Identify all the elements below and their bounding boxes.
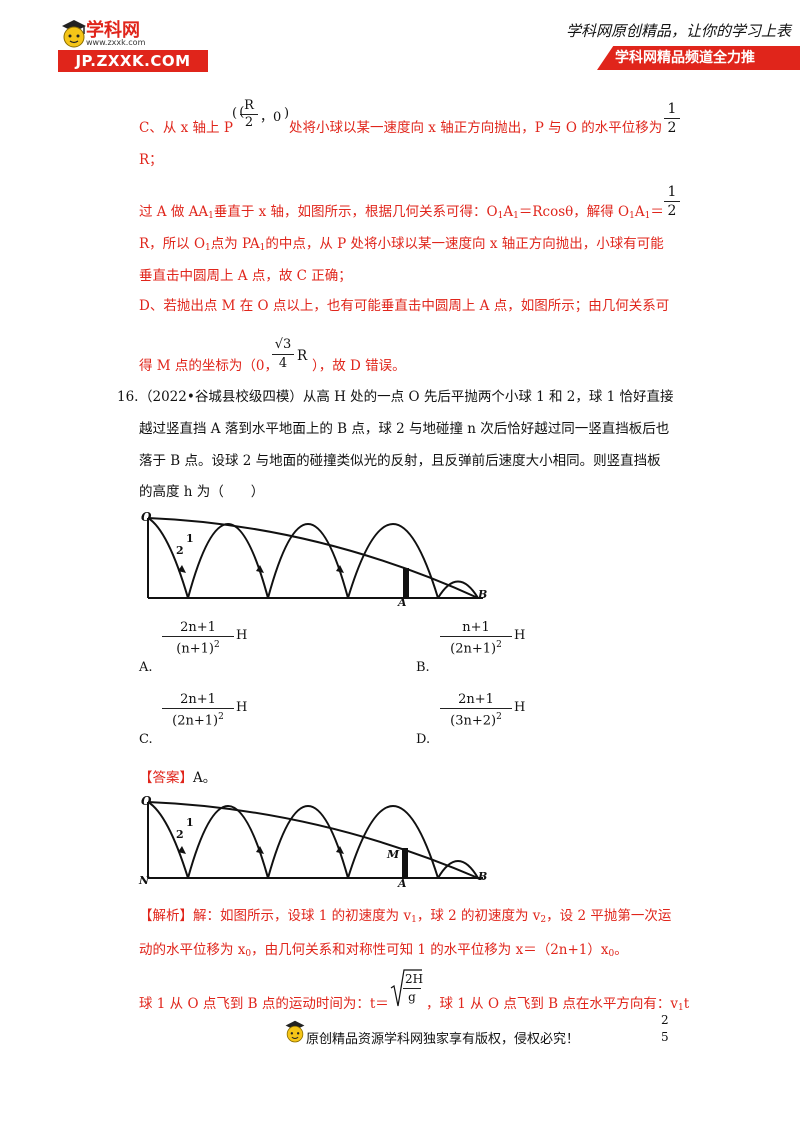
trajectory-diagram-1	[147, 517, 483, 599]
option-d[interactable]: 2n+1 (3n+2)2 H D.	[416, 692, 526, 747]
fig2-label-n: N	[139, 874, 150, 887]
analysis-line1: 【解析】解：如图所示，设球 1 的初速度为 v1，球 2 的初速度为 v2，设 …	[139, 908, 672, 925]
analysis-line3: 球 1 从 O 点飞到 B 点的运动时间为：t＝	[139, 996, 389, 1012]
half-fraction-1: 1 2	[664, 100, 680, 137]
section-d-line2: 得 M 点的坐标为（0，	[139, 358, 278, 374]
fig1-label-1: 1	[186, 532, 194, 545]
question-line3: 落于 B 点。设球 2 与地面的碰撞类似光的反射，且反弹前后速度大小相同。则竖直…	[139, 453, 661, 469]
question-line1: （2022•谷城县校级四模）从高 H 处的一点 O 先后平抛两个小球 1 和 2…	[139, 389, 674, 405]
fig1-label-b: B	[478, 588, 488, 601]
fig2-label-2: 2	[176, 828, 184, 841]
fig2-label-a: A	[398, 877, 407, 890]
fig2-label-1: 1	[186, 816, 194, 829]
footer-mascot-icon	[285, 1020, 305, 1043]
section-c-line5: 垂直击中圆周上 A 点，故 C 正确；	[139, 268, 352, 284]
fig2-label-o: O	[141, 794, 152, 808]
trajectory-diagram-2	[147, 801, 483, 879]
footer-copyright: 原创精品资源学科网独家享有版权，侵权必究！	[306, 1032, 580, 1047]
radical-sign-icon	[390, 969, 422, 1007]
fig1-label-2: 2	[176, 544, 184, 557]
option-b[interactable]: n+1 (2n+1)2 H B.	[416, 620, 526, 675]
section-c-line4: R，所以 O1点为 PA1的中点，从 P 处将小球以某一速度向 x 轴正方向抛出…	[139, 236, 664, 253]
logo-subtitle: www.zxxk.com	[86, 38, 146, 47]
question-line4: 的高度 h 为（ ）	[139, 484, 265, 500]
analysis-line3-rest: ，球 1 从 O 点飞到 B 点在水平方向有：v1t	[426, 996, 690, 1013]
header-banner[interactable]: 学科网精品频道全力推	[597, 46, 800, 70]
sqrt-2h-over-g: 2H g	[390, 968, 423, 1010]
site-logo[interactable]	[56, 16, 216, 74]
answer-line: 【答案】A。	[139, 770, 217, 786]
page-number: 2 5	[661, 1013, 669, 1044]
section-c-line1-rest: 处将小球以某一速度向 x 轴正方向抛出，P 与 O 的水平位移为	[289, 120, 663, 136]
option-a[interactable]: 2n+1 (n+1)2 H A.	[139, 620, 248, 675]
half-fraction-2: 1 2	[664, 183, 680, 220]
section-c-line2: R；	[139, 152, 163, 168]
section-c-line3: 过 A 做 AA1垂直于 x 轴，如图所示，根据几何关系可得：O1A1＝Rcos…	[139, 204, 664, 221]
option-c[interactable]: 2n+1 (2n+1)2 H C.	[139, 692, 248, 747]
logo-url[interactable]: JP.ZXXK.COM	[58, 50, 208, 72]
question-number: 16.	[117, 389, 139, 405]
logo-name: 学科网	[86, 20, 140, 41]
section-c-line1: C、从 x 轴上 P (	[139, 104, 245, 137]
fig1-label-a: A	[398, 596, 407, 609]
analysis-line2: 动的水平位移为 x0，由几何关系和对称性可知 1 的水平位移为 x＝（2n+1）…	[139, 942, 628, 959]
section-d-radius: R	[297, 348, 308, 364]
point-p-x-fraction: (	[239, 104, 245, 120]
sqrt3-over-4-fraction: √3 4	[272, 336, 294, 373]
section-d-line1: D、若抛出点 M 在 O 点以上，也有可能垂直击中圆周上 A 点，如图所示；由几…	[139, 298, 670, 314]
mascot-icon	[62, 20, 86, 48]
section-d-line2-end: ），故 D 错误。	[312, 358, 406, 374]
fig2-label-b: B	[478, 870, 488, 883]
header-slogan: 学科网原创精品，让你的学习上表	[566, 22, 792, 40]
fig1-label-o: O	[141, 510, 152, 524]
question-line2: 越过竖直挡 A 落到水平地面上的 B 点，球 2 与地碰撞 n 次后恰好越过同一…	[139, 421, 670, 437]
fig2-label-m: M	[387, 848, 400, 861]
